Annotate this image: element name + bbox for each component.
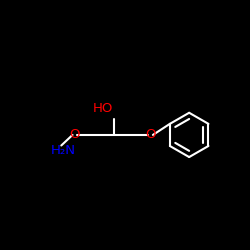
Text: O: O [145,128,156,141]
Text: HO: HO [92,102,112,115]
Text: O: O [70,128,80,141]
Text: H₂N: H₂N [50,144,76,157]
